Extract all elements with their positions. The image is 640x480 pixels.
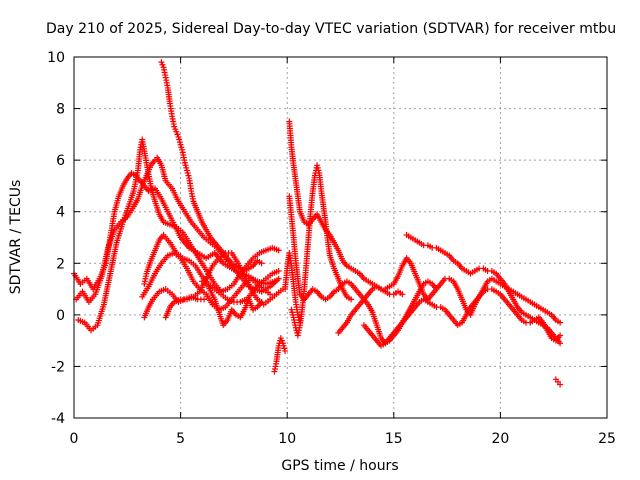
y-tick-label: -4 (51, 411, 65, 427)
x-tick-labels: 0 5 10 15 20 25 (70, 431, 616, 447)
series-trace-r (552, 376, 564, 388)
series-trace-e (139, 249, 274, 313)
x-tick-label: 15 (385, 431, 403, 447)
x-tick-label: 20 (491, 431, 509, 447)
y-tick-label: -2 (51, 359, 65, 375)
data-point (275, 275, 282, 282)
data-point (557, 340, 564, 347)
data-point (557, 332, 564, 339)
y-tick-label: 0 (56, 308, 65, 324)
y-tick-label: 8 (56, 102, 65, 118)
plot-frame (73, 56, 608, 419)
series-trace-i (198, 278, 265, 329)
y-tick-labels: -4 -2 0 2 4 6 8 10 (47, 50, 65, 427)
y-tick-label: 6 (56, 153, 65, 169)
series-trace-k (286, 118, 406, 298)
axis-ticks (73, 56, 608, 419)
series-trace-o (335, 255, 564, 336)
data-point (399, 291, 406, 298)
series-trace-n (282, 249, 303, 326)
data-point (258, 298, 265, 305)
x-tick-label: 25 (598, 431, 616, 447)
data-point (275, 247, 282, 254)
y-tick-label: 10 (47, 50, 65, 66)
series-trace-q (403, 231, 564, 347)
x-tick-label: 5 (176, 431, 185, 447)
data-point (348, 296, 355, 303)
data-marks (71, 59, 564, 388)
series-trace-g (158, 59, 265, 275)
y-tick-label: 2 (56, 256, 65, 272)
x-axis-label: GPS time / hours (281, 458, 398, 474)
x-tick-label: 10 (278, 431, 296, 447)
data-point (201, 296, 208, 303)
data-point (296, 319, 303, 326)
data-point (267, 291, 274, 298)
y-axis-label: SDTVAR / TECUs (8, 180, 24, 295)
data-point (282, 347, 289, 354)
data-point (258, 260, 265, 267)
data-point (557, 381, 564, 388)
chart-title: Day 210 of 2025, Sidereal Day-to-day VTE… (46, 21, 616, 37)
series-trace-c (75, 136, 282, 334)
data-point (275, 268, 282, 275)
grid-lines (74, 57, 607, 418)
series-trace-m (288, 162, 355, 339)
y-tick-label: 4 (56, 205, 65, 221)
series-trace-j (271, 335, 289, 375)
x-tick-label: 0 (70, 431, 79, 447)
data-point (557, 319, 564, 326)
